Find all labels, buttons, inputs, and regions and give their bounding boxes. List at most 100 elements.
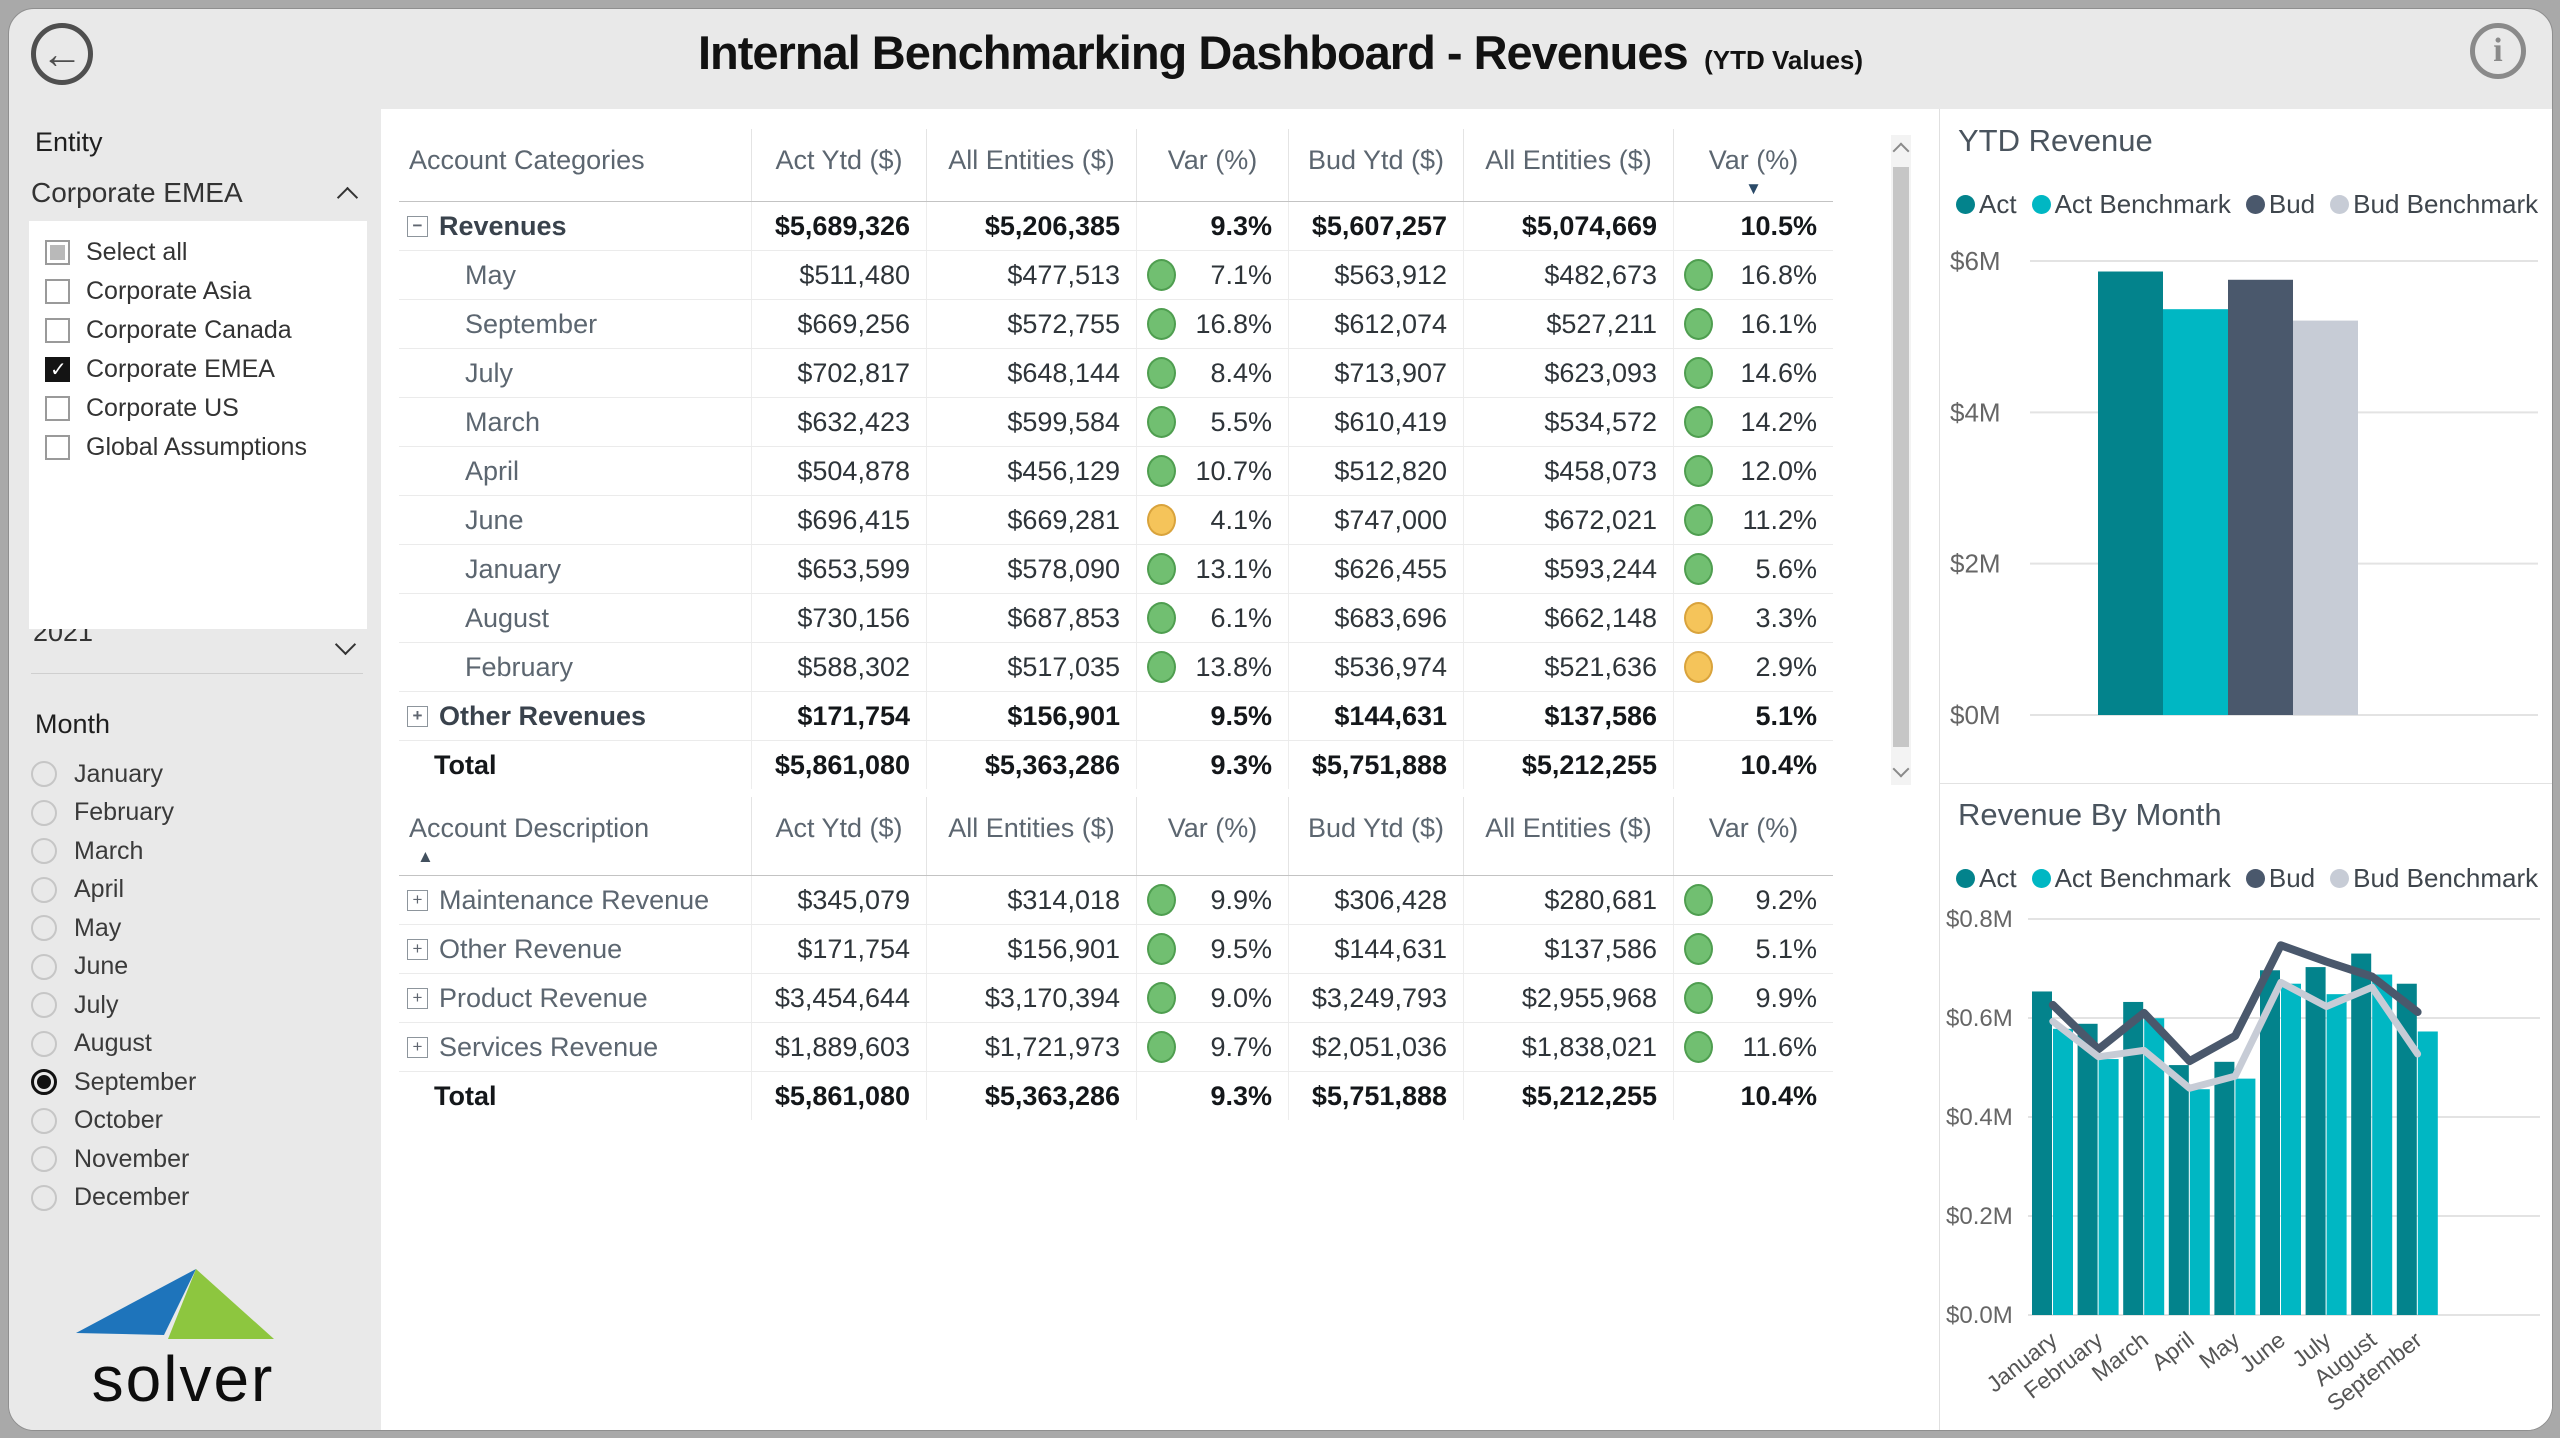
entity-option-corporate-emea[interactable]: Corporate EMEA	[29, 350, 367, 389]
month-option-january[interactable]: January	[31, 755, 196, 794]
entity-option-select-all[interactable]: Select all	[29, 233, 367, 272]
expand-toggle-collapse[interactable]: −	[407, 216, 428, 237]
bar-act-benchmark-may[interactable]	[2235, 1079, 2255, 1315]
bar-act-april[interactable]	[2169, 1065, 2189, 1315]
month-option-june[interactable]: June	[31, 948, 196, 987]
bar-act-may[interactable]	[2214, 1062, 2234, 1315]
legend-item-bud-benchmark[interactable]: Bud Benchmark	[2330, 189, 2538, 220]
radio-button-selected[interactable]	[31, 1069, 57, 1095]
month-option-november[interactable]: November	[31, 1140, 196, 1179]
bar-act-benchmark-january[interactable]	[2053, 1029, 2073, 1315]
legend-item-act-benchmark[interactable]: Act Benchmark	[2032, 863, 2231, 894]
bar-act-july[interactable]	[2306, 967, 2326, 1315]
bar-act[interactable]	[2098, 272, 2163, 715]
legend-item-act[interactable]: Act	[1956, 863, 2017, 894]
column-header-act-ytd[interactable]: Act Ytd ($)	[751, 797, 926, 875]
month-option-may[interactable]: May	[31, 909, 196, 948]
legend-item-act-benchmark[interactable]: Act Benchmark	[2032, 189, 2231, 220]
checkbox-partial[interactable]	[45, 240, 70, 265]
table-scrollbar[interactable]	[1891, 135, 1911, 785]
column-header-all-entities[interactable]: All Entities ($)	[926, 797, 1136, 875]
cell-value: 9.3%	[1210, 1081, 1272, 1112]
month-option-october[interactable]: October	[31, 1102, 196, 1141]
bar-act-benchmark-february[interactable]	[2099, 1059, 2119, 1315]
legend-item-bud[interactable]: Bud	[2246, 863, 2315, 894]
column-header-bud-ytd[interactable]: Bud Ytd ($)	[1288, 797, 1463, 875]
checkbox-unchecked[interactable]	[45, 435, 70, 460]
entity-option-corporate-canada[interactable]: Corporate Canada	[29, 311, 367, 350]
scrollbar-thumb[interactable]	[1893, 167, 1909, 747]
bar-act-february[interactable]	[2078, 1024, 2098, 1315]
variance-cell: 9.3%	[1136, 202, 1288, 250]
bar-act-benchmark-august[interactable]	[2372, 975, 2392, 1315]
legend-item-bud-benchmark[interactable]: Bud Benchmark	[2330, 863, 2538, 894]
bar-act-january[interactable]	[2032, 991, 2052, 1315]
column-header-all-entities[interactable]: All Entities ($)	[1463, 129, 1673, 201]
column-header-account-description[interactable]: Account Description▲	[399, 797, 751, 875]
column-header-bud-ytd[interactable]: Bud Ytd ($)	[1288, 129, 1463, 201]
radio-button[interactable]	[31, 838, 57, 864]
column-header-var[interactable]: Var (%)	[1136, 797, 1288, 875]
checkbox-unchecked[interactable]	[45, 318, 70, 343]
expand-toggle-expand[interactable]: +	[407, 890, 428, 911]
month-option-september[interactable]: September	[31, 1063, 196, 1102]
month-option-march[interactable]: March	[31, 832, 196, 871]
checkbox-unchecked[interactable]	[45, 396, 70, 421]
row-label-cell: January	[399, 545, 751, 593]
month-option-february[interactable]: February	[31, 794, 196, 833]
bar-act-benchmark-september[interactable]	[2418, 1031, 2438, 1315]
month-option-august[interactable]: August	[31, 1025, 196, 1064]
expand-toggle-expand[interactable]: +	[407, 988, 428, 1009]
radio-button[interactable]	[31, 761, 57, 787]
cell-value: $280,681	[1463, 876, 1673, 924]
column-header-account-categories[interactable]: Account Categories	[399, 129, 751, 201]
bar-act-august[interactable]	[2351, 954, 2371, 1315]
scroll-up-icon[interactable]	[1893, 143, 1910, 160]
cell-value: $610,419	[1288, 398, 1463, 446]
expand-toggle-expand[interactable]: +	[407, 706, 428, 727]
info-button[interactable]: i	[2470, 23, 2526, 79]
radio-button[interactable]	[31, 954, 57, 980]
column-header-var[interactable]: Var (%)	[1136, 129, 1288, 201]
bar-bud[interactable]	[2228, 280, 2293, 715]
bar-act-benchmark-april[interactable]	[2190, 1089, 2210, 1315]
column-header-var[interactable]: Var (%)▼	[1673, 129, 1833, 201]
y-axis-tick-label: $0.8M	[1946, 906, 2013, 933]
year-dropdown[interactable]: 2021	[31, 629, 363, 674]
radio-button[interactable]	[31, 800, 57, 826]
radio-button[interactable]	[31, 1031, 57, 1057]
column-header-all-entities[interactable]: All Entities ($)	[926, 129, 1136, 201]
radio-button[interactable]	[31, 877, 57, 903]
legend-item-act[interactable]: Act	[1956, 189, 2017, 220]
month-option-july[interactable]: July	[31, 986, 196, 1025]
column-header-label: Bud Ytd ($)	[1308, 145, 1444, 175]
month-option-april[interactable]: April	[31, 871, 196, 910]
column-header-var[interactable]: Var (%)	[1673, 797, 1833, 875]
entity-option-corporate-asia[interactable]: Corporate Asia	[29, 272, 367, 311]
month-option-december[interactable]: December	[31, 1179, 196, 1218]
radio-button[interactable]	[31, 915, 57, 941]
checkbox-unchecked[interactable]	[45, 279, 70, 304]
variance-cell: 8.4%	[1136, 349, 1288, 397]
checkbox-checked[interactable]	[45, 357, 70, 382]
column-header-all-entities[interactable]: All Entities ($)	[1463, 797, 1673, 875]
chart-legend: Act Act Benchmark Bud Bud Benchmark	[1956, 189, 2553, 220]
column-header-act-ytd[interactable]: Act Ytd ($)	[751, 129, 926, 201]
expand-toggle-expand[interactable]: +	[407, 939, 428, 960]
legend-item-bud[interactable]: Bud	[2246, 189, 2315, 220]
entity-dropdown[interactable]: Corporate EMEA	[31, 169, 363, 217]
expand-toggle-expand[interactable]: +	[407, 1037, 428, 1058]
radio-button[interactable]	[31, 1108, 57, 1134]
bar-bud-benchmark[interactable]	[2293, 321, 2358, 715]
radio-button[interactable]	[31, 1146, 57, 1172]
radio-button[interactable]	[31, 1185, 57, 1211]
radio-button[interactable]	[31, 992, 57, 1018]
scroll-down-icon[interactable]	[1893, 761, 1910, 778]
cell-value: $156,901	[926, 692, 1136, 740]
cell-value: $2,955,968	[1463, 974, 1673, 1022]
bar-act-benchmark-july[interactable]	[2327, 994, 2347, 1315]
bar-act-benchmark[interactable]	[2163, 309, 2228, 715]
entity-option-global-assumptions[interactable]: Global Assumptions	[29, 428, 367, 467]
entity-option-corporate-us[interactable]: Corporate US	[29, 389, 367, 428]
bar-act-benchmark-june[interactable]	[2281, 984, 2301, 1315]
